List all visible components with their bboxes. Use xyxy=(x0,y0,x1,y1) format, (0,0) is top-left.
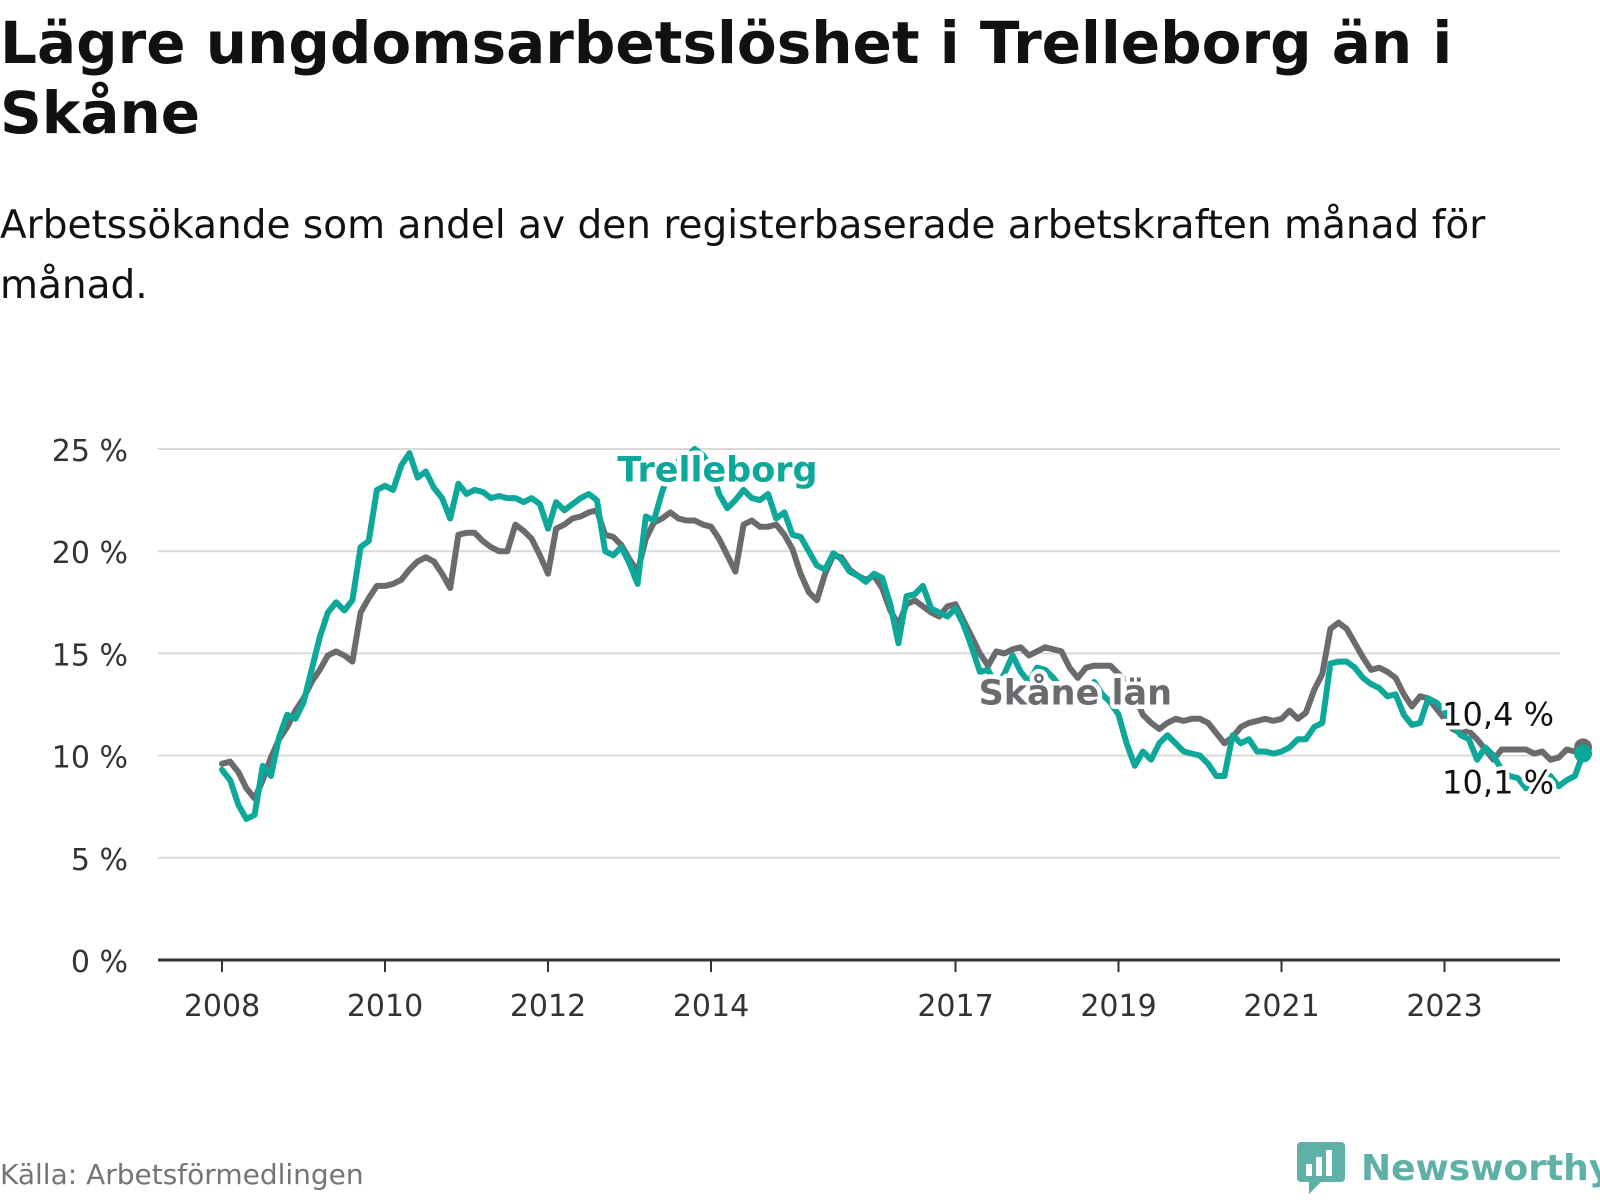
trelleborg-series-label: Trelleborg xyxy=(617,451,817,491)
bar-chart-icon xyxy=(1297,1142,1345,1194)
y-tick-label: 20 % xyxy=(52,536,128,571)
skane-series-label: Skåne län xyxy=(979,673,1172,714)
y-tick-label: 25 % xyxy=(52,434,128,469)
trelleborg-end-marker xyxy=(1574,744,1593,763)
x-tick-label: 2017 xyxy=(917,989,993,1024)
skane-end-label: 10,4 % xyxy=(1442,695,1554,733)
y-tick-label: 5 % xyxy=(71,843,128,878)
brand-name: Newsworthy xyxy=(1361,1147,1600,1189)
x-tick-label: 2008 xyxy=(184,989,260,1024)
x-tick-label: 2010 xyxy=(347,989,423,1024)
x-tick-label: 2021 xyxy=(1243,989,1319,1024)
x-tick-label: 2012 xyxy=(510,989,586,1024)
trelleborg-line xyxy=(219,446,1587,822)
trelleborg-end-label: 10,1 % xyxy=(1442,764,1554,802)
x-tick-label: 2019 xyxy=(1080,989,1156,1024)
y-tick-label: 15 % xyxy=(52,638,128,673)
chart-subtitle: Arbetssökande som andel av den registerb… xyxy=(0,203,1486,308)
newsworthy-logo: Newsworthy xyxy=(1295,1140,1600,1196)
source-note: Källa: Arbetsförmedlingen xyxy=(0,1158,364,1191)
chart-title: Lägre ungdomsarbetslöshet i Trelleborg ä… xyxy=(0,9,1453,147)
x-tick-label: 2023 xyxy=(1406,989,1482,1024)
y-tick-label: 10 % xyxy=(52,741,128,776)
y-tick-label: 0 % xyxy=(71,945,128,980)
x-tick-label: 2014 xyxy=(673,989,749,1024)
